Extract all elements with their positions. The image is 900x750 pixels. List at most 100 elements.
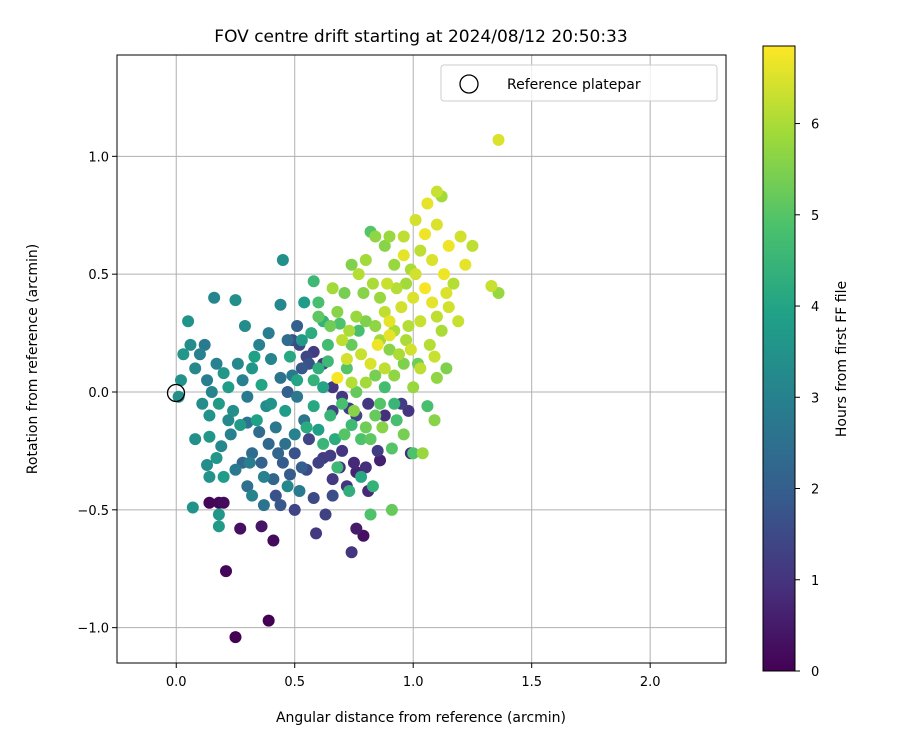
data-point — [212, 520, 225, 533]
data-point — [395, 301, 408, 314]
data-point — [246, 447, 259, 460]
data-point — [312, 362, 325, 375]
data-point — [302, 433, 315, 446]
colorbar-tick-label: 1 — [811, 574, 819, 589]
data-point — [383, 315, 396, 328]
data-point — [276, 254, 289, 267]
x-tick-label: 2.0 — [640, 675, 661, 690]
data-point — [397, 357, 410, 370]
data-point — [312, 296, 325, 309]
data-point — [189, 433, 202, 446]
y-tick-label: 0.0 — [88, 386, 109, 401]
data-point — [378, 239, 391, 252]
data-point — [229, 294, 242, 307]
data-point — [217, 496, 230, 509]
colorbar-tick-label: 5 — [811, 209, 819, 224]
data-point — [414, 244, 427, 257]
reference-marker — [166, 383, 186, 403]
data-point — [295, 334, 308, 347]
data-point — [307, 275, 320, 288]
data-point — [203, 409, 216, 422]
data-point — [340, 353, 353, 365]
data-point — [338, 428, 351, 441]
data-point — [321, 338, 334, 351]
y-axis-label: Rotation from reference (arcmin) — [25, 244, 41, 474]
data-point — [241, 390, 254, 403]
data-point — [279, 437, 292, 450]
data-point — [246, 362, 259, 375]
data-point — [229, 631, 242, 644]
data-point — [331, 461, 344, 474]
data-point — [234, 522, 247, 535]
data-point — [269, 489, 282, 502]
data-point — [222, 381, 235, 394]
data-point — [283, 350, 296, 363]
data-point — [234, 418, 247, 431]
colorbar-tick-label: 6 — [811, 118, 819, 133]
data-point — [295, 461, 308, 474]
data-point — [267, 473, 280, 486]
y-tick-label: −0.5 — [77, 504, 109, 519]
data-point — [397, 249, 410, 262]
data-point — [333, 317, 346, 330]
data-point — [345, 338, 358, 351]
data-point — [319, 508, 332, 521]
data-point — [402, 320, 415, 333]
y-tick-label: 0.5 — [88, 268, 109, 283]
data-point — [317, 381, 330, 394]
y-tick-label: −1.0 — [77, 622, 109, 637]
data-point — [385, 442, 398, 455]
data-point — [291, 320, 304, 333]
data-point — [276, 456, 289, 469]
x-tick-label: 0.5 — [284, 675, 305, 690]
data-point — [210, 357, 223, 370]
data-point — [321, 355, 334, 368]
colorbar-label: Hours from first FF file — [834, 281, 850, 437]
data-point — [307, 400, 320, 413]
data-point — [383, 230, 396, 243]
data-point — [291, 374, 304, 387]
data-point — [409, 268, 422, 281]
data-point — [324, 320, 337, 333]
data-point — [246, 489, 259, 502]
data-point — [355, 433, 368, 446]
data-point — [416, 447, 429, 460]
data-point — [310, 527, 323, 540]
data-point — [217, 367, 230, 380]
data-point — [397, 230, 410, 243]
data-point — [274, 371, 287, 384]
data-point — [374, 291, 387, 304]
data-point — [196, 397, 209, 410]
data-point — [388, 258, 401, 271]
data-point — [307, 374, 320, 387]
data-point — [267, 534, 280, 547]
data-point — [388, 369, 401, 382]
data-point — [359, 421, 372, 434]
data-point — [350, 385, 363, 398]
y-tick-label: 1.0 — [88, 150, 109, 165]
data-point — [201, 459, 214, 472]
data-point — [186, 501, 199, 514]
data-point — [203, 470, 216, 483]
data-point — [312, 423, 325, 436]
data-point — [295, 362, 308, 375]
data-point — [359, 254, 372, 267]
data-point — [220, 565, 233, 578]
data-point — [442, 301, 455, 314]
colorbar — [762, 45, 796, 672]
x-axis-label: Angular distance from reference (arcmin) — [276, 710, 566, 726]
data-point — [212, 508, 225, 521]
data-point — [329, 433, 342, 446]
data-point — [347, 404, 360, 417]
data-point — [355, 348, 368, 361]
data-point — [404, 343, 417, 356]
colorbar-tick-label: 2 — [811, 483, 819, 498]
data-point — [269, 421, 282, 434]
data-point — [378, 381, 391, 394]
data-point — [201, 374, 214, 387]
colorbar-tick-label: 4 — [811, 300, 819, 315]
data-point — [238, 320, 251, 333]
data-point — [428, 350, 441, 363]
data-point — [241, 480, 254, 493]
